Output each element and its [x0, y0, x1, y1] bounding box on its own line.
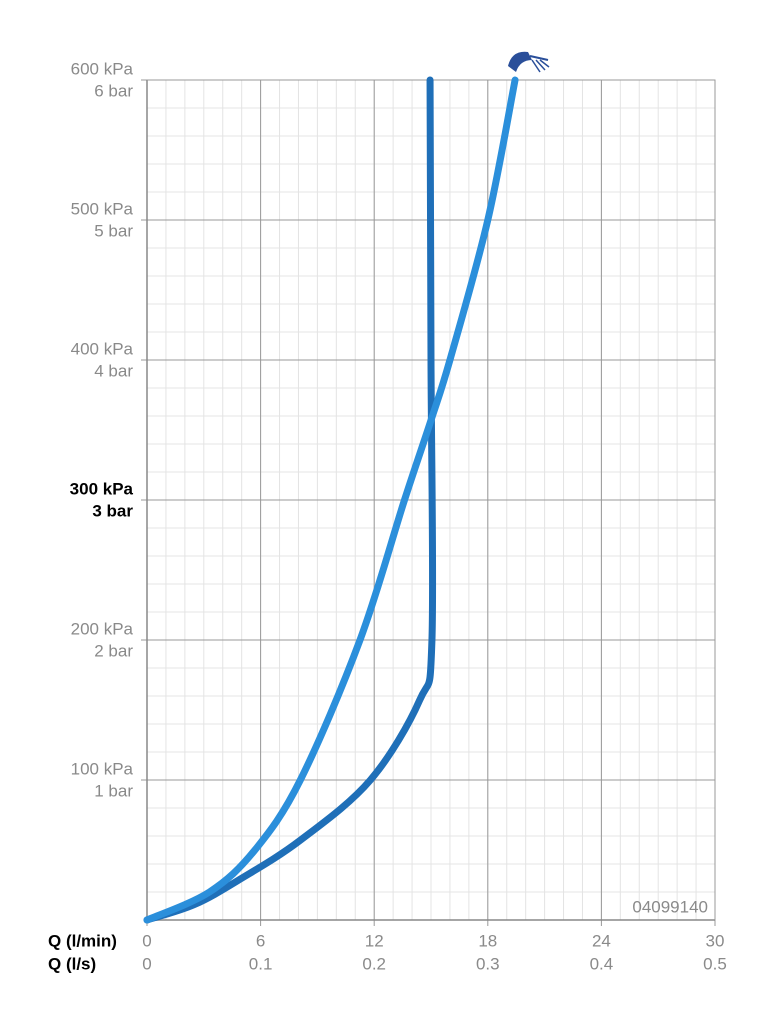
annotation: 04099140	[632, 897, 708, 916]
flow-curve	[143, 76, 437, 924]
y2-tick-label: 4 bar	[94, 361, 133, 380]
y-tick-label: 200 kPa	[71, 619, 134, 638]
y-tick-label: 600 kPa	[71, 59, 134, 78]
x2-tick-label: 0.2	[362, 954, 386, 973]
y-tick-label: 100 kPa	[71, 759, 134, 778]
x2-tick-label: 0.3	[476, 954, 500, 973]
y-tick-label: 300 kPa	[70, 479, 134, 498]
y2-tick-label: 3 bar	[92, 501, 133, 520]
x-tick-label: 30	[706, 931, 725, 950]
x2-tick-label: 0.5	[703, 954, 727, 973]
y2-tick-label: 2 bar	[94, 641, 133, 660]
labels: 0 6 12 18 24 30 0 0.1 0.2 0.3 0.4 0.5 100 kPa 200 kPa…	[70, 59, 727, 973]
y-tick-label: 500 kPa	[71, 199, 134, 218]
x-tick-label: 18	[478, 931, 497, 950]
grid	[141, 79, 716, 926]
y-tick-label: 400 kPa	[71, 339, 134, 358]
x2-tick-label: 0.4	[590, 954, 614, 973]
flow-curve	[143, 76, 519, 924]
x-tick-label: 0	[142, 931, 151, 950]
x-tick-label: 12	[365, 931, 384, 950]
y2-tick-label: 6 bar	[94, 81, 133, 100]
x2-tick-label: 0	[142, 954, 151, 973]
y2-tick-label: 5 bar	[94, 221, 133, 240]
x-axis-title: Q (l/min)	[48, 931, 117, 950]
y2-tick-label: 1 bar	[94, 781, 133, 800]
x-tick-label: 6	[256, 931, 265, 950]
shower-icon	[508, 51, 550, 73]
curves	[143, 76, 519, 924]
x-tick-label: 24	[592, 931, 611, 950]
x2-tick-label: 0.1	[249, 954, 273, 973]
x2-axis-title: Q (l/s)	[48, 954, 96, 973]
